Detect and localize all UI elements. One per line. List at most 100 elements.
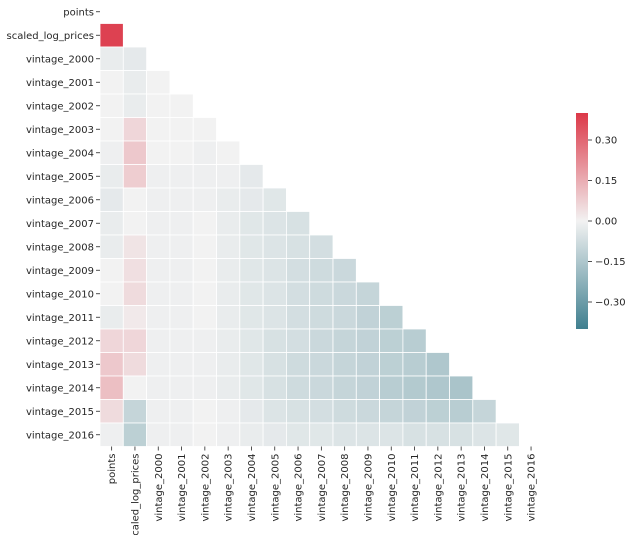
heatmap-cell-vintage_2006-scaled_log_prices [122, 187, 148, 212]
heatmap-cell-vintage_2008-vintage_2005 [262, 234, 287, 259]
heatmap-cell-vintage_2012-vintage_2000 [146, 328, 171, 353]
heatmap-cell-vintage_2015-vintage_2009 [355, 399, 380, 424]
heatmap-cell-vintage_2011-vintage_2005 [262, 305, 287, 330]
y-tick-label-vintage_2008: vintage_2008 [26, 242, 94, 253]
x-tick-label-vintage_2011: vintage_2011 [410, 454, 421, 522]
y-tick-label-vintage_2002: vintage_2002 [26, 101, 94, 112]
heatmap-cell-vintage_2013-vintage_2005 [262, 352, 287, 377]
heatmap-cell-vintage_2014-vintage_2004 [239, 375, 264, 400]
heatmap-cell-vintage_2014-vintage_2008 [332, 375, 357, 400]
heatmap-cell-vintage_2012-vintage_2010 [379, 328, 404, 353]
heatmap-cell-vintage_2014-scaled_log_prices [122, 375, 148, 400]
heatmap-cell-vintage_2015-vintage_2008 [332, 399, 357, 424]
heatmap-cell-vintage_2010-points [99, 281, 124, 306]
y-tick-label-points: points [63, 7, 94, 18]
heatmap-cell-vintage_2016-vintage_2001 [169, 422, 194, 447]
heatmap-cell-vintage_2014-vintage_2007 [309, 375, 334, 400]
heatmap-cell-vintage_2004-vintage_2003 [216, 140, 241, 165]
heatmap-cell-vintage_2013-vintage_2003 [216, 352, 241, 377]
heatmap-cell-vintage_2013-points [99, 352, 124, 377]
y-tick-label-vintage_2013: vintage_2013 [26, 360, 94, 371]
x-tick-label-vintage_2009: vintage_2009 [363, 454, 374, 522]
heatmap-cell-vintage_2016-vintage_2014 [472, 422, 497, 447]
heatmap-cell-vintage_2002-points [99, 93, 124, 118]
heatmap-cell-vintage_2008-points [99, 234, 124, 259]
heatmap-cell-vintage_2010-vintage_2006 [285, 281, 311, 306]
colorbar-tick-label: 0.30 [595, 136, 617, 147]
heatmap-cell-vintage_2005-scaled_log_prices [122, 164, 148, 189]
x-tick-label-vintage_2000: vintage_2000 [154, 454, 165, 522]
heatmap-cell-vintage_2012-vintage_2003 [216, 328, 241, 353]
heatmap-cell-vintage_2016-vintage_2000 [146, 422, 171, 447]
heatmap-cell-vintage_2007-vintage_2001 [169, 211, 194, 236]
heatmap-cell-vintage_2012-vintage_2011 [402, 328, 427, 353]
heatmap-cell-vintage_2008-vintage_2003 [216, 234, 241, 259]
x-tick-label-vintage_2001: vintage_2001 [177, 454, 188, 522]
x-tick-label-vintage_2014: vintage_2014 [480, 454, 491, 522]
heatmap-cell-vintage_2013-vintage_2010 [379, 352, 404, 377]
heatmap-cell-vintage_2010-vintage_2007 [309, 281, 334, 306]
heatmap-cell-vintage_2012-vintage_2009 [355, 328, 380, 353]
heatmap-cell-vintage_2016-vintage_2002 [192, 422, 217, 447]
heatmap-cell-vintage_2015-vintage_2010 [379, 399, 404, 424]
heatmap-cell-vintage_2012-vintage_2002 [192, 328, 217, 353]
heatmap-cell-vintage_2006-vintage_2005 [262, 187, 287, 212]
heatmap-cell-vintage_2015-vintage_2001 [169, 399, 194, 424]
heatmap-cell-vintage_2009-vintage_2003 [216, 258, 241, 283]
heatmap-cell-vintage_2004-vintage_2000 [146, 140, 171, 165]
heatmap-cell-vintage_2001-scaled_log_prices [122, 70, 148, 95]
heatmap-cell-scaled_log_prices-points [99, 23, 124, 48]
x-tick-label-vintage_2005: vintage_2005 [270, 454, 281, 522]
heatmap-cell-vintage_2010-vintage_2002 [192, 281, 217, 306]
heatmap-cell-vintage_2009-vintage_2006 [285, 258, 311, 283]
x-tick-label-vintage_2016: vintage_2016 [527, 454, 538, 522]
heatmap-cell-vintage_2004-points [99, 140, 124, 165]
heatmap-cell-vintage_2011-points [99, 305, 124, 330]
heatmap-cell-vintage_2008-vintage_2004 [239, 234, 264, 259]
x-tick-label-vintage_2006: vintage_2006 [294, 454, 305, 522]
heatmap-cell-vintage_2007-vintage_2003 [216, 211, 241, 236]
heatmap-cell-vintage_2011-vintage_2002 [192, 305, 217, 330]
heatmap-cell-vintage_2016-vintage_2013 [449, 422, 474, 447]
heatmap-cell-vintage_2000-scaled_log_prices [122, 46, 148, 71]
heatmap-cell-vintage_2009-scaled_log_prices [122, 258, 148, 283]
heatmap-cell-vintage_2003-scaled_log_prices [122, 117, 148, 142]
colorbar-tick-label: −0.30 [595, 298, 626, 309]
heatmap-cell-vintage_2013-vintage_2008 [332, 352, 357, 377]
heatmap-cell-vintage_2015-vintage_2007 [309, 399, 334, 424]
heatmap-cell-vintage_2011-vintage_2000 [146, 305, 171, 330]
y-tick-label-vintage_2012: vintage_2012 [26, 336, 94, 347]
heatmap-cell-vintage_2014-points [99, 375, 124, 400]
heatmap-cell-vintage_2009-vintage_2004 [239, 258, 264, 283]
heatmap-cell-vintage_2015-vintage_2013 [449, 399, 474, 424]
colorbar-gradient [576, 113, 588, 329]
colorbar-tick-label: −0.15 [595, 257, 626, 268]
heatmap-cell-vintage_2013-vintage_2004 [239, 352, 264, 377]
heatmap-cell-vintage_2006-vintage_2002 [192, 187, 217, 212]
heatmap-cell-vintage_2012-vintage_2007 [309, 328, 334, 353]
x-tick-label-vintage_2003: vintage_2003 [224, 454, 235, 522]
heatmap-cell-vintage_2011-vintage_2004 [239, 305, 264, 330]
heatmap-cell-vintage_2011-scaled_log_prices [122, 305, 148, 330]
heatmap-cell-vintage_2009-points [99, 258, 124, 283]
x-tick-label-vintage_2008: vintage_2008 [340, 454, 351, 522]
heatmap-cell-vintage_2012-vintage_2006 [285, 328, 311, 353]
heatmap-cell-vintage_2008-vintage_2006 [285, 234, 311, 259]
heatmap-cell-vintage_2016-vintage_2006 [285, 422, 311, 447]
heatmap-cell-vintage_2016-vintage_2010 [379, 422, 404, 447]
heatmap-cell-vintage_2007-vintage_2002 [192, 211, 217, 236]
heatmap-cell-vintage_2008-vintage_2002 [192, 234, 217, 259]
y-tick-label-vintage_2005: vintage_2005 [26, 172, 94, 183]
heatmap-cell-vintage_2007-vintage_2006 [285, 211, 311, 236]
heatmap-cell-vintage_2010-vintage_2005 [262, 281, 287, 306]
heatmap-cell-vintage_2008-scaled_log_prices [122, 234, 148, 259]
heatmap-cell-vintage_2011-vintage_2003 [216, 305, 241, 330]
y-tick-label-vintage_2007: vintage_2007 [26, 219, 94, 230]
heatmap-cell-vintage_2001-vintage_2000 [146, 70, 171, 95]
heatmap-cell-vintage_2002-scaled_log_prices [122, 93, 148, 118]
heatmap-cell-vintage_2014-vintage_2005 [262, 375, 287, 400]
heatmap-cell-vintage_2014-vintage_2010 [379, 375, 404, 400]
x-tick-label-scaled_log_prices: scaled_log_prices [130, 454, 141, 535]
heatmap-cell-vintage_2010-vintage_2000 [146, 281, 171, 306]
